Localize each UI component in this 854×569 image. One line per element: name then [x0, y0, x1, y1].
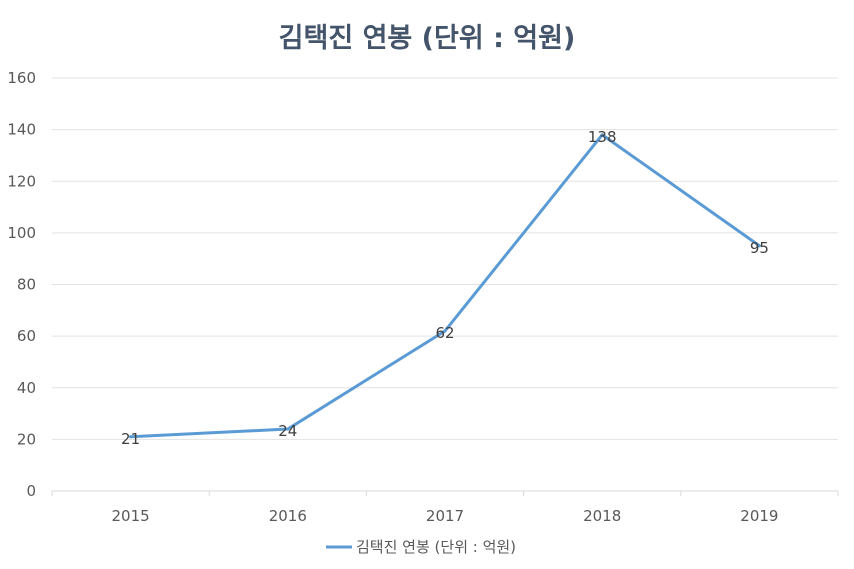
chart-title: 김택진 연봉 (단위 : 억원)	[279, 23, 576, 54]
y-tick-label: 100	[7, 224, 36, 242]
data-point	[757, 244, 761, 248]
x-axis: 2015 2016 2017 2018 2019	[51, 490, 839, 525]
y-axis: 0 20 40 60 80 100 120 140 160	[7, 69, 36, 500]
y-tick-label: 160	[7, 69, 36, 87]
data-label: 24	[278, 422, 297, 440]
y-tick-label: 60	[17, 327, 36, 345]
data-label: 62	[435, 324, 454, 342]
data-point	[129, 435, 133, 439]
data-point	[600, 133, 604, 137]
gridlines	[52, 77, 838, 440]
series-line	[129, 133, 761, 439]
data-point	[286, 427, 290, 431]
legend: 김택진 연봉 (단위 : 억원)	[326, 538, 516, 556]
y-tick-label: 0	[26, 482, 36, 500]
y-tick-label: 120	[7, 172, 36, 190]
y-tick-label: 80	[17, 276, 36, 294]
data-label: 138	[588, 128, 617, 146]
x-tick-label: 2015	[112, 507, 150, 525]
x-tick-label: 2016	[269, 507, 307, 525]
x-tick-label: 2018	[583, 507, 621, 525]
data-label: 95	[750, 239, 769, 257]
legend-label: 김택진 연봉 (단위 : 억원)	[356, 538, 516, 556]
data-point	[443, 329, 447, 333]
plot-area: 21 24 62 138 95	[121, 128, 769, 448]
y-tick-label: 40	[17, 379, 36, 397]
y-tick-label: 140	[7, 121, 36, 139]
y-tick-label: 20	[17, 430, 36, 448]
x-tick-label: 2017	[426, 507, 464, 525]
data-label: 21	[121, 430, 140, 448]
x-tick-label: 2019	[740, 507, 778, 525]
